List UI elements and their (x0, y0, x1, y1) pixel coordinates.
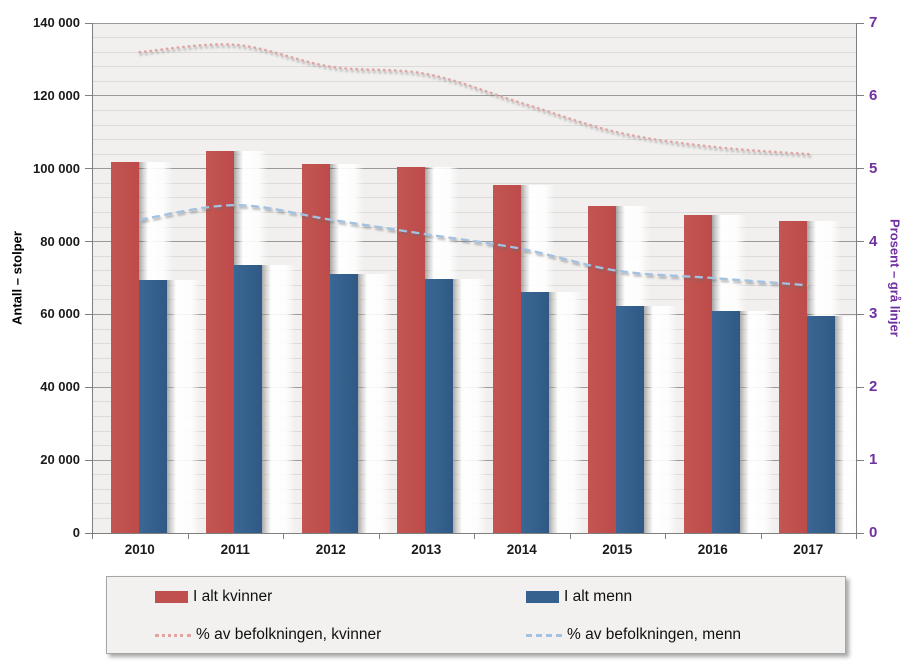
plot-area (92, 23, 856, 533)
right-axis-line (856, 23, 857, 534)
right-axis-tick-label: 7 (869, 14, 878, 31)
x-axis-label-2014: 2014 (506, 542, 537, 557)
right-tick (857, 532, 864, 534)
bar-kvinner-2013 (397, 166, 459, 533)
bar-kvinner-2010 (110, 161, 173, 533)
category-2017 (761, 23, 856, 533)
left-axis-tick-label: 120 000 (33, 87, 80, 103)
bar-kvinner-2016 (683, 214, 746, 533)
left-tick (85, 168, 92, 170)
bar-menn-2013 (425, 279, 487, 533)
right-axis-tick-label: 0 (869, 524, 878, 541)
right-axis-tick-label: 1 (869, 451, 878, 469)
gridline-major (92, 168, 856, 170)
category-2014 (474, 23, 583, 533)
left-tick (85, 22, 92, 24)
right-axis-title: Prosent – grå linjer (887, 219, 903, 337)
left-tick (85, 313, 92, 315)
right-tick (857, 95, 864, 97)
bar-kvinner-2015 (588, 205, 650, 533)
x-axis-label-2012: 2012 (315, 542, 346, 557)
left-axis-tick-label: 20 000 (40, 452, 80, 468)
bar-menn-2010 (138, 280, 201, 533)
x-axis-label-2011: 2011 (220, 542, 250, 557)
bar-kvinner-2012 (301, 163, 364, 533)
category-2013 (379, 23, 487, 533)
legend-item-menn-bar: I alt menn (526, 586, 632, 608)
left-axis-line (92, 23, 93, 534)
bar-kvinner-2011 (206, 151, 268, 533)
bar-menn-2015 (616, 305, 678, 533)
left-axis-tick-label: 100 000 (33, 160, 80, 176)
bottom-tick (569, 533, 571, 539)
x-axis-label-2016: 2016 (697, 542, 728, 557)
bottom-tick (378, 533, 380, 539)
legend-label-menn-line: % av befolkningen, menn (567, 626, 742, 643)
right-tick (857, 22, 864, 24)
right-axis-tick-label: 5 (869, 159, 878, 177)
right-tick (857, 241, 864, 243)
legend-swatch-kvinner-bar (155, 591, 188, 603)
legend-item-menn-line: % av befolkningen, menn (526, 624, 741, 646)
right-tick (857, 313, 864, 315)
gridline-minor (92, 37, 856, 39)
legend-label-kvinner-line: % av befolkningen, kvinner (196, 626, 382, 643)
gridline-minor (92, 197, 856, 199)
bar-menn-2017 (807, 315, 856, 533)
category-2012 (283, 23, 392, 533)
left-axis-tick-label: 60 000 (40, 306, 80, 322)
bottom-tick (856, 533, 857, 539)
bar-kvinner-2017 (779, 220, 841, 533)
left-tick (85, 241, 92, 243)
x-axis-label-2017: 2017 (793, 542, 824, 557)
bar-menn-2012 (329, 274, 392, 533)
bar-menn-2011 (234, 265, 296, 533)
left-tick (85, 95, 92, 97)
left-axis-tick-label: 40 000 (40, 379, 80, 395)
left-axis-tick-label: 0 (72, 525, 80, 540)
bar-menn-2014 (520, 291, 583, 533)
legend-swatch-menn-bar (526, 591, 559, 603)
x-axis-label-2010: 2010 (124, 542, 155, 557)
gridline-major (92, 23, 856, 24)
right-tick (857, 386, 864, 388)
right-tick (857, 459, 864, 461)
category-2011 (188, 23, 296, 533)
category-2015 (570, 23, 678, 533)
left-axis-tick-label: 140 000 (33, 15, 80, 30)
legend-swatch-kvinner-line (155, 633, 191, 637)
bottom-tick (665, 533, 666, 539)
gridline-minor (92, 182, 856, 184)
right-axis-tick-label: 2 (869, 378, 878, 396)
bottom-tick (187, 533, 189, 539)
legend-label-kvinner-bar: I alt kvinner (193, 588, 273, 605)
bottom-tick (283, 533, 284, 539)
legend-swatch-menn-line (526, 633, 562, 637)
left-tick (85, 532, 92, 534)
bottom-tick (474, 533, 475, 539)
bottom-tick (760, 533, 762, 539)
left-tick (85, 386, 92, 388)
legend-item-kvinner-line: % av befolkningen, kvinner (155, 624, 381, 646)
left-axis-tick-label: 80 000 (40, 233, 80, 249)
bar-kvinner-2014 (492, 185, 555, 533)
right-axis-tick-label: 3 (869, 305, 878, 323)
left-tick (85, 459, 92, 461)
bar-menn-2016 (711, 311, 774, 533)
right-tick (857, 168, 864, 170)
legend-item-kvinner-bar: I alt kvinner (155, 586, 272, 608)
x-axis-label-2015: 2015 (602, 542, 633, 557)
x-axis-label-2013: 2013 (411, 542, 442, 557)
right-axis-tick-label: 6 (869, 86, 878, 104)
legend: I alt kvinner I alt menn % av befolkning… (106, 576, 846, 654)
category-2010 (92, 23, 201, 533)
bottom-tick (92, 533, 93, 539)
legend-label-menn-bar: I alt menn (564, 588, 633, 605)
category-2016 (665, 23, 774, 533)
right-axis-tick-label: 4 (869, 232, 878, 250)
